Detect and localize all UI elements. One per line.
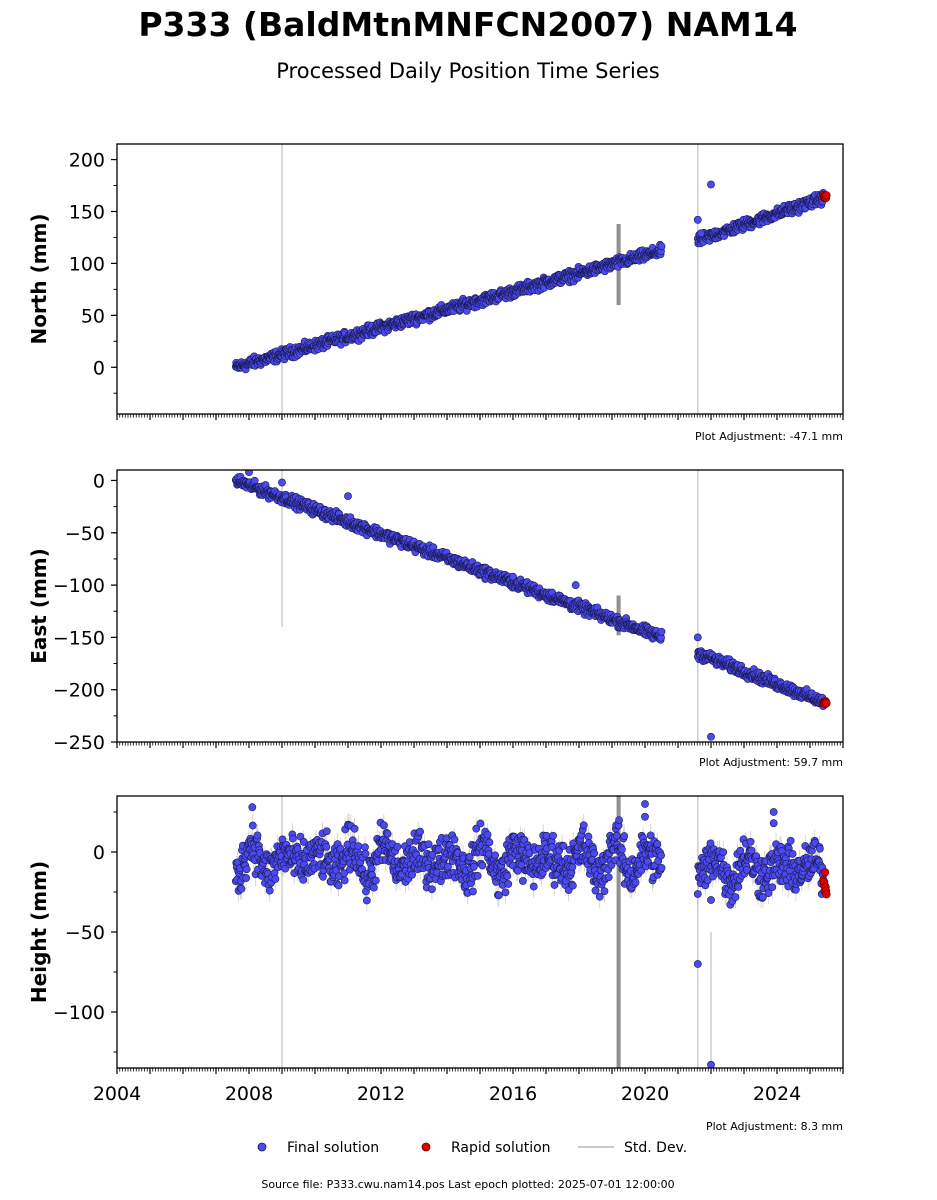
y-tick-label: −200 <box>53 680 105 702</box>
figure-title: P333 (BaldMtnMNFCN2007) NAM14 <box>138 5 797 44</box>
final-solution-point <box>237 884 246 893</box>
plot-area-north <box>231 144 831 414</box>
final-solution-point <box>299 875 308 884</box>
final-solution-point <box>350 824 359 833</box>
y-tick-label: 50 <box>81 305 105 327</box>
final-solution-point <box>253 831 262 840</box>
final-solution-point <box>697 229 705 238</box>
final-solution-point <box>334 881 343 890</box>
final-solution-point <box>657 242 666 251</box>
panel-north: 0 50 100 150 200 North (mm) Plot Adjustment: -… <box>27 143 844 443</box>
final-solution-point <box>245 470 253 476</box>
y-tick-label: 150 <box>69 202 105 224</box>
final-solution-point <box>278 478 286 487</box>
y-tick-label: −150 <box>53 627 105 649</box>
final-solution-point <box>571 581 580 589</box>
final-solution-point <box>344 492 352 501</box>
plot-area-height <box>231 796 831 1068</box>
y-tick-label: −250 <box>53 732 105 754</box>
plot-area-east <box>231 470 831 742</box>
panel-frame <box>116 143 844 415</box>
panel-east: 0 −50 −100 −150 −200 −250 East (mm) Plot Adjust… <box>27 469 844 769</box>
final-solution-point <box>322 842 331 851</box>
rapid-solution-point <box>822 191 831 200</box>
plot-adjustment: Plot Adjustment: -47.1 mm <box>695 430 843 443</box>
final-solution-point <box>707 180 715 189</box>
panels: 0 50 100 150 200 North (mm) Plot Adjustment: -… <box>27 143 844 1133</box>
y-axis-label: North (mm) <box>27 213 51 344</box>
y-tick-label: 100 <box>69 253 105 275</box>
final-solution-point <box>693 633 702 642</box>
y-tick-label: 0 <box>93 470 105 492</box>
final-solution-point <box>693 215 702 224</box>
final-solution-point <box>248 821 257 830</box>
final-solution-point <box>271 875 280 883</box>
final-solution-point <box>340 876 349 885</box>
final-solution-point <box>322 827 331 836</box>
rapid-solution-point <box>822 699 831 708</box>
final-solution-point <box>319 872 327 881</box>
final-solution-point <box>242 865 251 874</box>
panel-frame <box>116 469 844 743</box>
plot-adjustment: Plot Adjustment: 59.7 mm <box>699 756 843 769</box>
final-solution-point <box>707 732 715 741</box>
final-solution-point <box>242 874 251 882</box>
y-axis-label: East (mm) <box>27 548 51 664</box>
final-solution-point <box>265 886 274 895</box>
final-solution-point <box>657 627 666 636</box>
figure-subtitle: Processed Daily Position Time Series <box>276 59 660 83</box>
y-tick-label: −100 <box>53 575 105 597</box>
final-solution-point <box>509 572 517 581</box>
y-tick-label: 0 <box>93 357 105 379</box>
y-tick-label: 200 <box>69 150 105 172</box>
final-solution-point <box>288 834 297 843</box>
y-tick-label: −50 <box>65 523 105 545</box>
